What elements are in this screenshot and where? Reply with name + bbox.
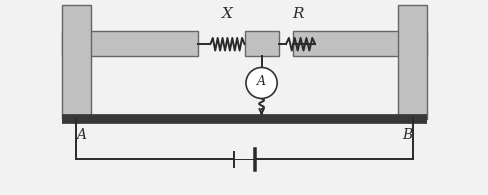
FancyBboxPatch shape — [61, 31, 198, 56]
Text: A: A — [76, 128, 86, 142]
FancyBboxPatch shape — [61, 5, 91, 119]
FancyBboxPatch shape — [397, 5, 427, 119]
FancyBboxPatch shape — [293, 31, 427, 56]
Circle shape — [245, 67, 277, 98]
Text: X: X — [222, 7, 232, 21]
Text: A: A — [257, 74, 265, 88]
Text: B: B — [402, 128, 412, 142]
FancyBboxPatch shape — [244, 31, 278, 56]
Text: R: R — [292, 7, 303, 21]
